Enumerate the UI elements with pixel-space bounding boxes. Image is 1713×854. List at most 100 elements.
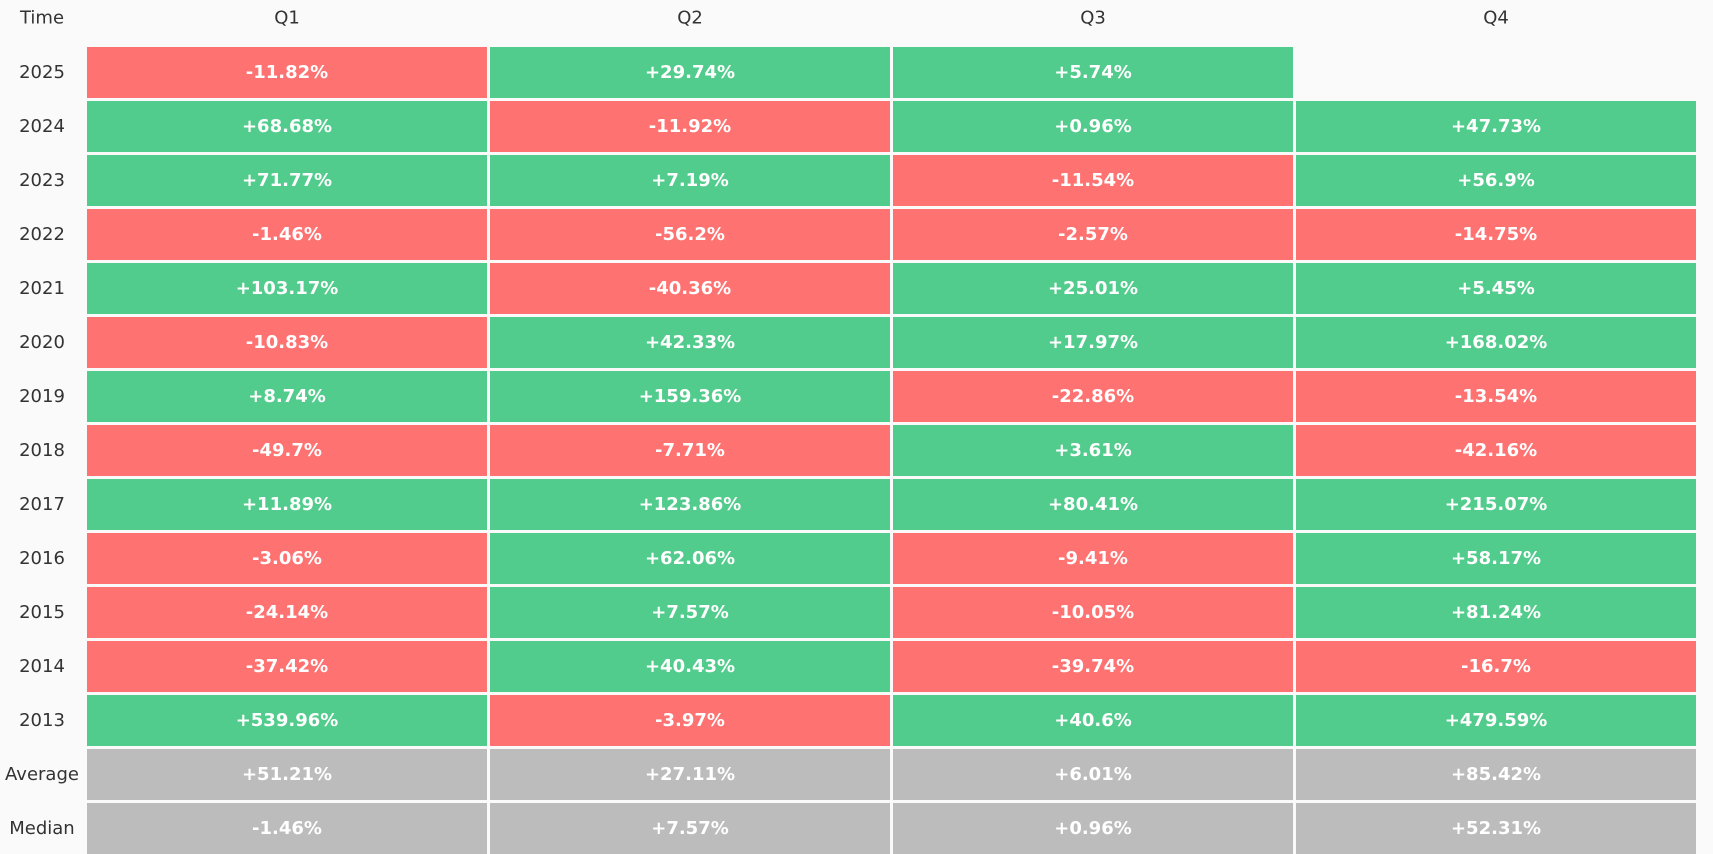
heatmap-cell xyxy=(893,533,1293,584)
row-label: 2023 xyxy=(19,170,65,191)
cell-value: -24.14% xyxy=(246,602,328,623)
row-2025: 2025 -11.82% +29.74% +5.74% xyxy=(19,47,1293,98)
cell-value: +42.33% xyxy=(645,332,735,353)
heatmap-cell xyxy=(893,155,1293,206)
row-2024: 2024 +68.68% -11.92% +0.96% +47.73% xyxy=(19,101,1696,152)
row-2022: 2022 -1.46% -56.2% -2.57% -14.75% xyxy=(19,209,1696,260)
row-label: 2015 xyxy=(19,602,65,623)
heatmap-cell xyxy=(893,749,1293,800)
cell-value: +539.96% xyxy=(236,710,339,731)
heatmap-cell xyxy=(893,101,1293,152)
cell-value: -37.42% xyxy=(246,656,328,677)
heatmap-cell xyxy=(1296,155,1696,206)
cell-value: +85.42% xyxy=(1451,764,1541,785)
cell-value: -2.57% xyxy=(1058,224,1128,245)
heatmap-cell xyxy=(1296,371,1696,422)
cell-value: +159.36% xyxy=(639,386,742,407)
heatmap-cell xyxy=(490,101,890,152)
heatmap-cell xyxy=(87,803,487,854)
cell-value: +47.73% xyxy=(1451,116,1541,137)
heatmap-cell xyxy=(490,317,890,368)
cell-value: +8.74% xyxy=(248,386,326,407)
cell-value: -16.7% xyxy=(1461,656,1531,677)
cell-value: +56.9% xyxy=(1457,170,1535,191)
cell-value: +27.11% xyxy=(645,764,735,785)
row-label: 2017 xyxy=(19,494,65,515)
row-label: 2024 xyxy=(19,116,65,137)
heatmap-cell xyxy=(490,803,890,854)
heatmap-cell xyxy=(87,749,487,800)
cell-value: -9.41% xyxy=(1058,548,1128,569)
heatmap-cell xyxy=(893,695,1293,746)
heatmap-cell xyxy=(1296,317,1696,368)
heatmap-cell xyxy=(87,425,487,476)
cell-value: -39.74% xyxy=(1052,656,1134,677)
heatmap-cell xyxy=(490,155,890,206)
row-2019: 2019 +8.74% +159.36% -22.86% -13.54% xyxy=(19,371,1696,422)
heatmap-cell xyxy=(893,209,1293,260)
cell-value: +11.89% xyxy=(242,494,332,515)
cell-value: +40.6% xyxy=(1054,710,1132,731)
cell-value: -11.92% xyxy=(649,116,731,137)
cell-value: -22.86% xyxy=(1052,386,1134,407)
cell-value: +3.61% xyxy=(1054,440,1132,461)
heatmap-cell xyxy=(87,533,487,584)
cell-value: +123.86% xyxy=(639,494,742,515)
cell-value: -1.46% xyxy=(252,224,322,245)
column-header-q4: Q4 xyxy=(1483,8,1509,29)
row-2017: 2017 +11.89% +123.86% +80.41% +215.07% xyxy=(19,479,1696,530)
heatmap-cell xyxy=(1296,425,1696,476)
cell-value: -11.54% xyxy=(1052,170,1134,191)
heatmap-cell xyxy=(893,263,1293,314)
column-header-q2: Q2 xyxy=(677,8,703,29)
heatmap-cell xyxy=(1296,209,1696,260)
heatmap-cell xyxy=(1296,803,1696,854)
heatmap-cell xyxy=(87,263,487,314)
cell-value: -56.2% xyxy=(655,224,725,245)
cell-value: +5.45% xyxy=(1457,278,1535,299)
cell-value: -7.71% xyxy=(655,440,725,461)
heatmap-cell xyxy=(87,641,487,692)
heatmap-cell xyxy=(490,263,890,314)
cell-value: +479.59% xyxy=(1445,710,1548,731)
cell-value: -42.16% xyxy=(1455,440,1537,461)
heatmap-cell xyxy=(490,425,890,476)
row-2021: 2021 +103.17% -40.36% +25.01% +5.45% xyxy=(19,263,1696,314)
cell-value: +5.74% xyxy=(1054,62,1132,83)
row-label: 2019 xyxy=(19,386,65,407)
cell-value: +58.17% xyxy=(1451,548,1541,569)
cell-value: -10.83% xyxy=(246,332,328,353)
heatmap-cell xyxy=(893,371,1293,422)
heatmap-cell xyxy=(87,695,487,746)
heatmap-cell xyxy=(1296,263,1696,314)
row-label: 2022 xyxy=(19,224,65,245)
cell-value: -11.82% xyxy=(246,62,328,83)
heatmap-cell xyxy=(1296,641,1696,692)
heatmap-cell xyxy=(893,803,1293,854)
heatmap-cell xyxy=(87,371,487,422)
cell-value: +80.41% xyxy=(1048,494,1138,515)
heatmap-cell xyxy=(490,47,890,98)
heatmap-cell xyxy=(1296,695,1696,746)
heatmap-cell xyxy=(893,317,1293,368)
row-2018: 2018 -49.7% -7.71% +3.61% -42.16% xyxy=(19,425,1696,476)
heatmap-cell xyxy=(1296,587,1696,638)
cell-value: +62.06% xyxy=(645,548,735,569)
cell-value: -1.46% xyxy=(252,818,322,839)
heatmap-cell xyxy=(893,425,1293,476)
heatmap-cell xyxy=(490,749,890,800)
cell-value: +52.31% xyxy=(1451,818,1541,839)
heatmap-cell xyxy=(893,479,1293,530)
heatmap-cell xyxy=(893,47,1293,98)
row-label: 2013 xyxy=(19,710,65,731)
row-2023: 2023 +71.77% +7.19% -11.54% +56.9% xyxy=(19,155,1696,206)
corner-label-time: Time xyxy=(19,8,64,29)
cell-value: +7.19% xyxy=(651,170,729,191)
heatmap-cell xyxy=(490,209,890,260)
row-label: 2025 xyxy=(19,62,65,83)
row-2014: 2014 -37.42% +40.43% -39.74% -16.7% xyxy=(19,641,1696,692)
cell-value: +51.21% xyxy=(242,764,332,785)
cell-value: -13.54% xyxy=(1455,386,1537,407)
row-label: 2018 xyxy=(19,440,65,461)
cell-value: +81.24% xyxy=(1451,602,1541,623)
